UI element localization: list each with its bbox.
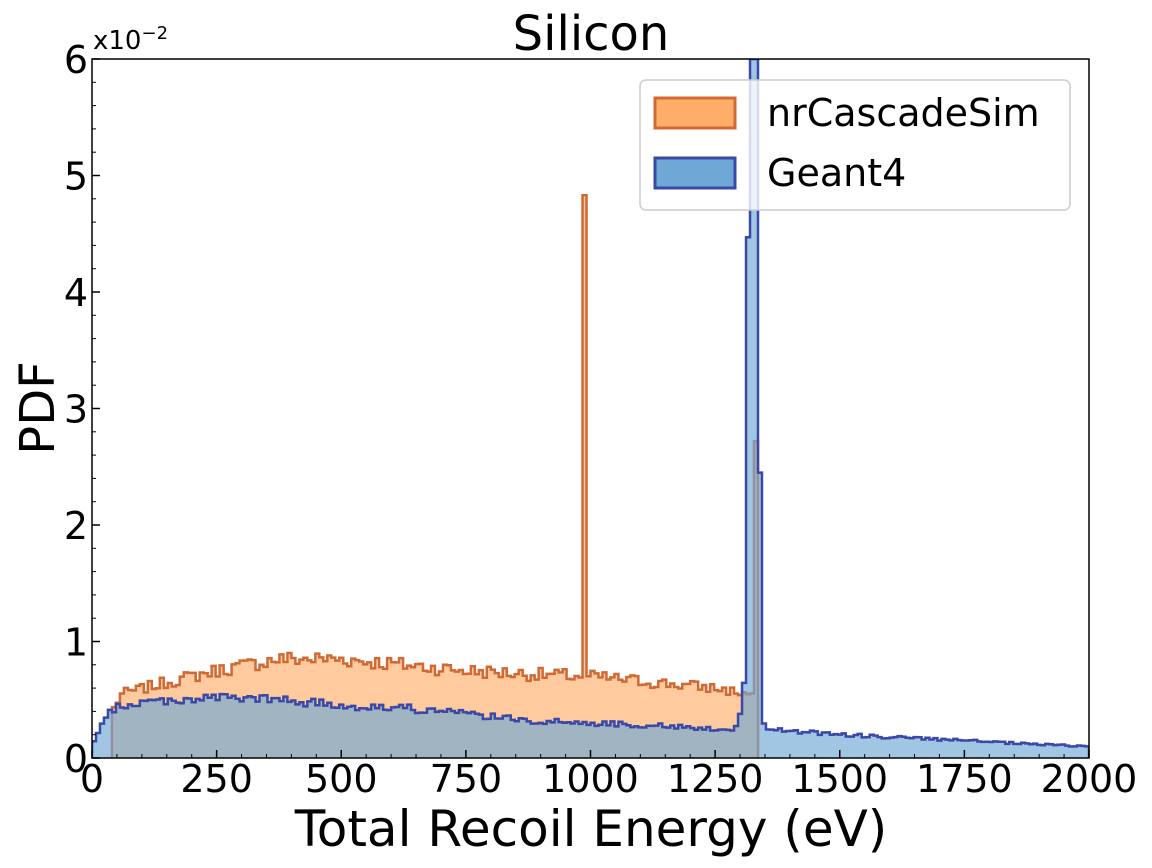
legend: nrCascadeSim Geant4 [639,79,1071,211]
y-tick-label: 4 [64,271,88,315]
y-tick-label: 2 [64,504,88,548]
legend-swatch-geant4 [653,156,737,190]
y-tick-label: 3 [64,388,88,432]
plot-area [92,59,1089,758]
y-multiplier-label: x10−2 [93,23,168,56]
y-tick-label: 6 [64,38,88,82]
legend-label-nrcascadesim: nrCascadeSim [767,91,1040,135]
x-tick-label: 2000 [1041,757,1138,801]
axes: 0 250 500 750 1000 1250 1500 1750 2000 0 1 2 3 4 5 6 [64,38,1138,801]
x-axis-label: Total Recoil Energy (eV) [294,800,888,858]
x-tick-label: 1250 [667,757,764,801]
y-axis-label: PDF [10,361,66,455]
histogram-step-nrcascadesim [110,194,760,758]
x-tick-label: 0 [80,757,104,801]
y-tick-label: 5 [64,155,88,199]
y-multiplier-base: x10 [93,26,141,56]
chart-title: Silicon [513,6,670,62]
x-tick-label: 1500 [791,757,888,801]
y-tick-label: 1 [64,621,88,665]
x-tick-label: 500 [305,757,378,801]
histogram-step-geant4 [92,59,1089,758]
x-tick-label: 1750 [916,757,1013,801]
y-multiplier-exponent: −2 [141,23,168,44]
x-tick-label: 250 [180,757,253,801]
x-tick-label: 750 [430,757,503,801]
y-tick-label: 0 [64,737,88,781]
legend-box [639,79,1071,211]
x-tick-label: 1000 [542,757,639,801]
histogram-group [92,59,1089,758]
legend-swatch-nrcascadesim [653,96,737,130]
legend-label-geant4: Geant4 [767,151,906,195]
